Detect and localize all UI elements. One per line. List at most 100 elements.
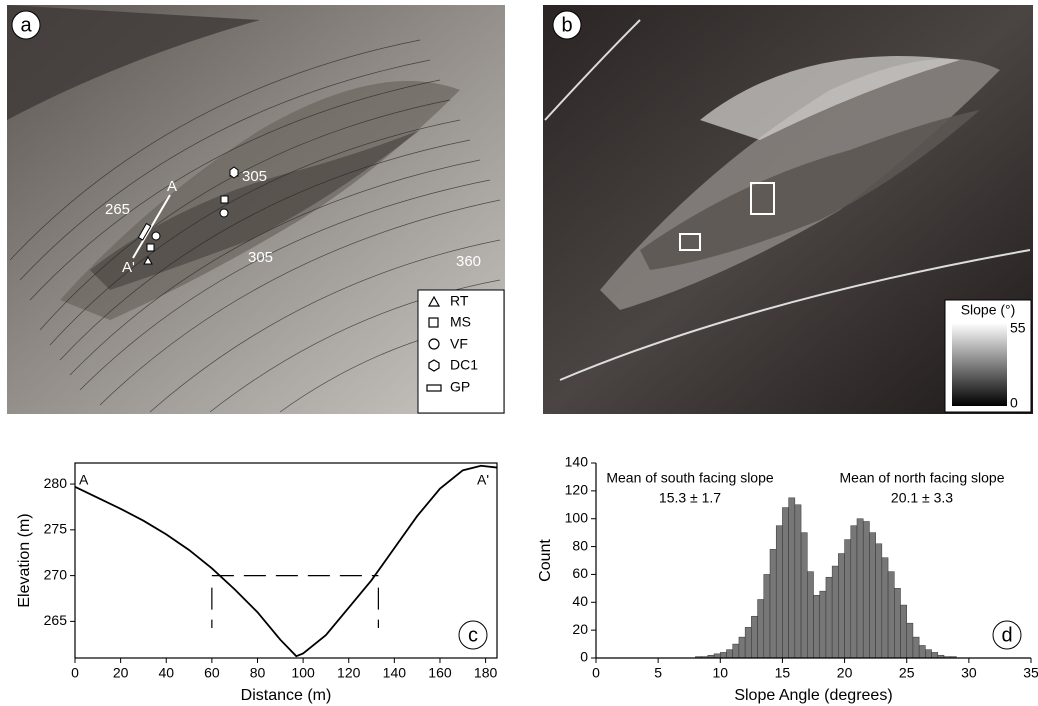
histogram-bar xyxy=(850,525,858,659)
terrain xyxy=(7,5,260,120)
histogram-bar xyxy=(713,653,721,659)
x-tick-label: 20 xyxy=(837,665,853,681)
histogram-bar xyxy=(763,574,771,659)
steep-slope xyxy=(700,56,960,140)
histogram-bar xyxy=(782,507,789,659)
legend-label: VF xyxy=(450,336,468,352)
x-tick-label: 25 xyxy=(899,665,915,681)
x-tick-label: 35 xyxy=(1023,665,1038,681)
histogram-bar xyxy=(738,636,746,659)
histogram-bar xyxy=(726,649,733,659)
x-tick-label: 100 xyxy=(291,665,315,681)
y-tick-label: 265 xyxy=(44,612,68,628)
annotation: Mean of south facing slope xyxy=(606,470,774,486)
profile-line xyxy=(132,194,171,259)
x-tick-label: 0 xyxy=(592,665,600,681)
histogram-bar xyxy=(825,576,833,659)
histogram-bar xyxy=(887,571,895,659)
histogram-bar xyxy=(757,599,765,659)
y-tick-label: 275 xyxy=(44,521,68,537)
annotation: 20.1 ± 3.3 xyxy=(891,490,953,506)
histogram-bar xyxy=(819,590,827,659)
panel-badge xyxy=(992,620,1022,650)
histogram-bar xyxy=(918,645,926,659)
panel-badge xyxy=(458,620,488,650)
legend: RT MS VF DC1 GP xyxy=(417,289,505,414)
x-tick-label: 160 xyxy=(428,665,452,681)
x-tick-label: 10 xyxy=(712,665,728,681)
panel-label: b xyxy=(561,14,572,36)
histogram-bar xyxy=(788,497,796,659)
histogram-bar xyxy=(775,525,783,659)
profile-end-label: A' xyxy=(122,259,135,276)
site-markers xyxy=(137,166,239,265)
y-tick-label: 100 xyxy=(565,509,589,525)
valley xyxy=(640,110,980,270)
histogram-bar xyxy=(881,557,889,659)
legend-label: MS xyxy=(450,314,471,330)
histogram-bar xyxy=(732,643,740,659)
annotation: 15.3 ± 1.7 xyxy=(659,490,721,506)
histogram-bar xyxy=(751,615,758,659)
site-box xyxy=(750,182,775,215)
x-tick-label: 5 xyxy=(654,665,662,681)
histogram-bar xyxy=(906,622,914,659)
legend-label: RT xyxy=(450,293,469,309)
annotation: A xyxy=(79,472,89,488)
x-tick-label: 30 xyxy=(961,665,977,681)
histogram-bar xyxy=(869,532,876,659)
x-tick-label: 180 xyxy=(474,665,498,681)
y-tick-label: 0 xyxy=(580,649,588,665)
site-box xyxy=(679,233,701,251)
color-bar xyxy=(952,323,1007,406)
y-tick-label: 270 xyxy=(44,566,68,582)
panel-label: c xyxy=(468,624,478,646)
x-tick-label: 40 xyxy=(158,665,174,681)
y-tick-label: 140 xyxy=(565,454,589,470)
x-tick-label: 140 xyxy=(383,665,407,681)
plot-frame xyxy=(74,462,498,659)
histogram-bar xyxy=(800,532,808,659)
contour-label: 305 xyxy=(248,249,273,266)
y-axis-label: Elevation (m) xyxy=(16,513,33,607)
histogram-bar xyxy=(794,504,802,659)
y-tick-label: 20 xyxy=(572,621,588,637)
legend-max: 55 xyxy=(1010,320,1026,336)
contour-label: 360 xyxy=(456,253,481,270)
histogram-bar xyxy=(925,649,932,659)
histogram-bar xyxy=(875,543,883,659)
y-axis-label: Count xyxy=(537,539,554,582)
slope-legend: Slope (°) 55 0 xyxy=(944,299,1032,413)
histogram-bar xyxy=(720,652,727,659)
x-tick-label: 80 xyxy=(250,665,266,681)
histogram-bar xyxy=(894,588,901,659)
annotation: A' xyxy=(477,472,489,488)
histogram-bar xyxy=(769,549,777,659)
x-axis-label: Distance (m) xyxy=(241,687,332,704)
y-tick-label: 60 xyxy=(572,565,588,581)
y-tick-label: 120 xyxy=(565,482,589,498)
annotation: Mean of north facing slope xyxy=(840,470,1005,486)
y-tick-label: 40 xyxy=(572,593,588,609)
hillshade-map: a 265 305 305 360 A A' RT MS VF DC1 GP xyxy=(7,5,505,414)
legend-label: GP xyxy=(450,379,470,395)
x-tick-label: 20 xyxy=(113,665,129,681)
y-tick-label: 80 xyxy=(572,537,588,553)
slope-map: b Slope (°) 55 0 xyxy=(543,5,1033,414)
histogram-bar xyxy=(807,571,814,659)
panel-badge xyxy=(552,10,582,40)
legend-label: DC1 xyxy=(450,357,478,373)
histogram-bar xyxy=(912,636,920,659)
road xyxy=(559,249,1031,381)
histogram-bar xyxy=(813,595,820,659)
x-tick-label: 15 xyxy=(775,665,791,681)
contour-label: 305 xyxy=(242,168,267,185)
histogram-bar xyxy=(856,518,864,659)
profile-end-label: A xyxy=(167,178,177,195)
panel-label: d xyxy=(1001,624,1012,646)
profile-line xyxy=(74,464,498,658)
histogram-bar xyxy=(744,627,752,659)
histogram-bar xyxy=(862,521,870,659)
valley xyxy=(90,130,420,290)
histogram-bar xyxy=(831,565,839,659)
